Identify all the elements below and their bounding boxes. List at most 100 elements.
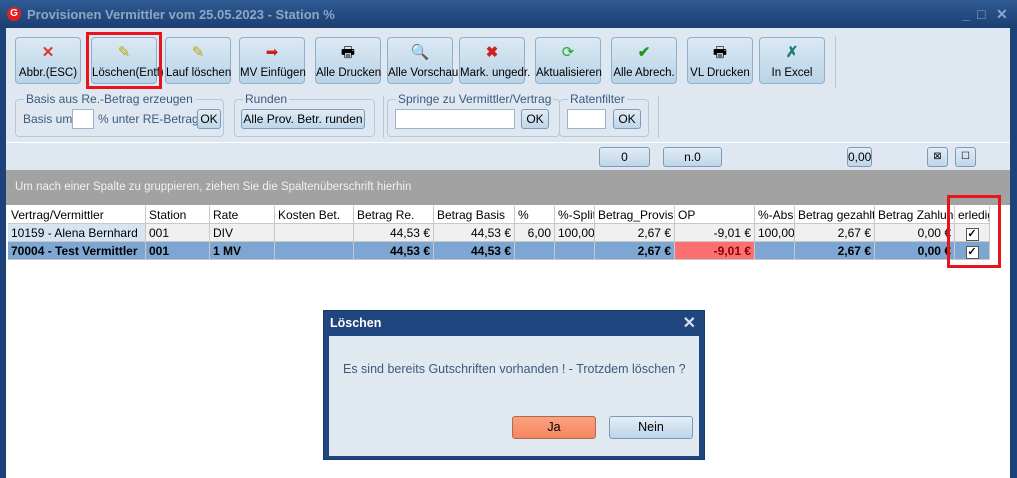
- checkbox-checked-icon[interactable]: ✓: [965, 246, 979, 259]
- rate-filter-ok-button[interactable]: OK: [613, 109, 641, 129]
- grid-cell[interactable]: 100,00: [555, 224, 595, 242]
- dialog-message: Es sind bereits Gutschriften vorhanden !…: [343, 362, 686, 376]
- checkmark-icon: ✔: [637, 44, 651, 61]
- column-header[interactable]: Kosten Bet.: [275, 206, 354, 224]
- grid-cell[interactable]: 2,67 €: [795, 242, 875, 260]
- table-row[interactable]: 10159 - Alena Bernhard 001 DIV 44,53 €44,53…: [8, 224, 990, 242]
- column-header[interactable]: Betrag Zahlung: [875, 206, 955, 224]
- grid-cell[interactable]: 2,67 €: [595, 224, 675, 242]
- column-header[interactable]: %-Absc: [755, 206, 795, 224]
- excel-icon: ✗: [785, 44, 799, 61]
- highlight-box: [947, 195, 1001, 268]
- eraser-icon: ✎: [191, 44, 205, 61]
- grid-cell[interactable]: 0,00 €: [875, 224, 955, 242]
- delete-run-button[interactable]: ✎ Lauf löschen: [165, 37, 231, 84]
- done-checkbox-cell[interactable]: ✓: [955, 224, 990, 242]
- yes-button[interactable]: Ja: [512, 416, 596, 439]
- refresh-button[interactable]: ⟳ Aktualisieren: [535, 37, 602, 84]
- dialog-close-icon[interactable]: ✕: [682, 315, 696, 332]
- abort-button[interactable]: ✕ Abbr.(ESC): [15, 37, 81, 84]
- grid-cell[interactable]: 44,53 €: [354, 224, 434, 242]
- uncheck-all-icon[interactable]: ☐: [955, 147, 976, 167]
- export-excel-button[interactable]: ✗ In Excel: [759, 37, 825, 84]
- grid-cell[interactable]: 44,53 €: [354, 242, 434, 260]
- action-bar: 0 löschen n.0 löschen 0,00 ⊠ ☐: [6, 142, 1010, 182]
- check-all-icon[interactable]: ⊠: [927, 147, 948, 167]
- toolbar: ✕ Abbr.(ESC) ✎ Löschen(Entf) ✎ Lauf löschen…: [6, 28, 1010, 142]
- column-header[interactable]: Betrag_Provisio: [595, 206, 675, 224]
- grid-cell[interactable]: 001: [146, 224, 210, 242]
- grid-cell[interactable]: 6,00: [515, 224, 555, 242]
- app-logo-icon: G: [7, 7, 21, 21]
- sum-field: 0,00: [847, 147, 872, 167]
- grid-cell[interactable]: [515, 242, 555, 260]
- settle-all-button[interactable]: ✔ Alle Abrech.: [611, 37, 677, 84]
- basis-percent-input[interactable]: [72, 109, 94, 129]
- grid-cell[interactable]: 44,53 €: [434, 224, 515, 242]
- close-button[interactable]: ✕: [996, 6, 1008, 22]
- column-header[interactable]: OP: [675, 206, 755, 224]
- basis-group: Basis aus Re.-Betrag erzeugen Basis um %…: [15, 92, 224, 137]
- jump-to-input[interactable]: [395, 109, 515, 129]
- mark-unprinted-button[interactable]: ✖ Mark. ungedr.: [459, 37, 530, 84]
- print-preview-icon: 🔍: [410, 44, 430, 61]
- rate-filter-input[interactable]: [567, 109, 606, 129]
- column-header[interactable]: %: [515, 206, 555, 224]
- preview-all-button[interactable]: 🔍 Alle Vorschau: [387, 37, 458, 84]
- mark-unprinted-icon: ✖: [485, 44, 499, 61]
- separator: [658, 96, 659, 138]
- column-header[interactable]: erledig: [955, 206, 990, 224]
- grid-cell[interactable]: 2,67 €: [595, 242, 675, 260]
- column-header[interactable]: %-Splitt: [555, 206, 595, 224]
- column-header[interactable]: Betrag gezahlt: [795, 206, 875, 224]
- jump-ok-button[interactable]: OK: [521, 109, 549, 129]
- column-header[interactable]: Vertrag/Vermittler: [8, 206, 146, 224]
- grid-cell[interactable]: 001: [146, 242, 210, 260]
- springe-group: Springe zu Vermittler/Vertrag OK: [387, 92, 560, 137]
- grid-cell[interactable]: 44,53 €: [434, 242, 515, 260]
- title-bar: G Provisionen Vermittler vom 25.05.2023 …: [0, 0, 1017, 28]
- print-all-button[interactable]: 🖶 Alle Drucken: [315, 37, 381, 84]
- grid-cell[interactable]: [275, 224, 354, 242]
- table-row[interactable]: 70004 - Test Vermittler 001 1 MV 44,53 €44,…: [8, 242, 990, 260]
- cancel-x-icon: ✕: [41, 44, 55, 61]
- grid-cell[interactable]: 2,67 €: [795, 224, 875, 242]
- group-by-panel[interactable]: Um nach einer Spalte zu gruppieren, zieh…: [6, 170, 1010, 205]
- delete-zero-button[interactable]: 0 löschen: [599, 147, 650, 182]
- grid-cell[interactable]: 0,00 €: [875, 242, 955, 260]
- grid-cell[interactable]: 1 MV: [210, 242, 275, 260]
- round-all-button[interactable]: Alle Prov. Betr. runden: [241, 109, 365, 129]
- done-checkbox-cell[interactable]: ✓: [955, 242, 990, 260]
- window-title: Provisionen Vermittler vom 25.05.2023 - …: [27, 7, 335, 22]
- grid-cell[interactable]: [755, 242, 795, 260]
- grid-cell[interactable]: 10159 - Alena Bernhard: [8, 224, 146, 242]
- minimize-button[interactable]: _: [962, 6, 970, 22]
- eraser-icon: ✎: [117, 44, 131, 61]
- delete-non-zero-button[interactable]: n.0 löschen: [663, 147, 722, 182]
- column-header[interactable]: Rate: [210, 206, 275, 224]
- insert-mv-button[interactable]: ➡ MV Einfügen: [239, 37, 306, 84]
- delete-dialog: Löschen ✕ Es sind bereits Gutschriften v…: [323, 310, 705, 460]
- grid-cell[interactable]: 70004 - Test Vermittler: [8, 242, 146, 260]
- grid-cell[interactable]: [275, 242, 354, 260]
- grid-cell[interactable]: [555, 242, 595, 260]
- column-header[interactable]: Station: [146, 206, 210, 224]
- column-header[interactable]: Betrag Basis: [434, 206, 515, 224]
- checkbox-checked-icon[interactable]: ✓: [965, 228, 979, 241]
- maximize-button[interactable]: □: [977, 6, 986, 22]
- grid-cell[interactable]: -9,01 €: [675, 224, 755, 242]
- grid-cell[interactable]: 100,00: [755, 224, 795, 242]
- column-header[interactable]: Betrag Re.: [354, 206, 434, 224]
- grid-header[interactable]: Vertrag/Vermittler Station Rate Kosten Bet.…: [8, 206, 990, 224]
- print-vl-button[interactable]: 🖶 VL Drucken: [687, 37, 753, 84]
- grid-cell[interactable]: DIV: [210, 224, 275, 242]
- dialog-title: Löschen: [330, 316, 382, 330]
- runden-group: Runden Alle Prov. Betr. runden: [234, 92, 375, 137]
- delete-button[interactable]: ✎ Löschen(Entf): [91, 37, 164, 84]
- ratenfilter-group: Ratenfilter OK: [559, 92, 649, 137]
- refresh-icon: ⟳: [561, 44, 575, 61]
- basis-ok-button[interactable]: OK: [197, 109, 221, 129]
- separator: [383, 96, 384, 138]
- grid-cell[interactable]: -9,01 €: [675, 242, 755, 260]
- no-button[interactable]: Nein: [609, 416, 693, 439]
